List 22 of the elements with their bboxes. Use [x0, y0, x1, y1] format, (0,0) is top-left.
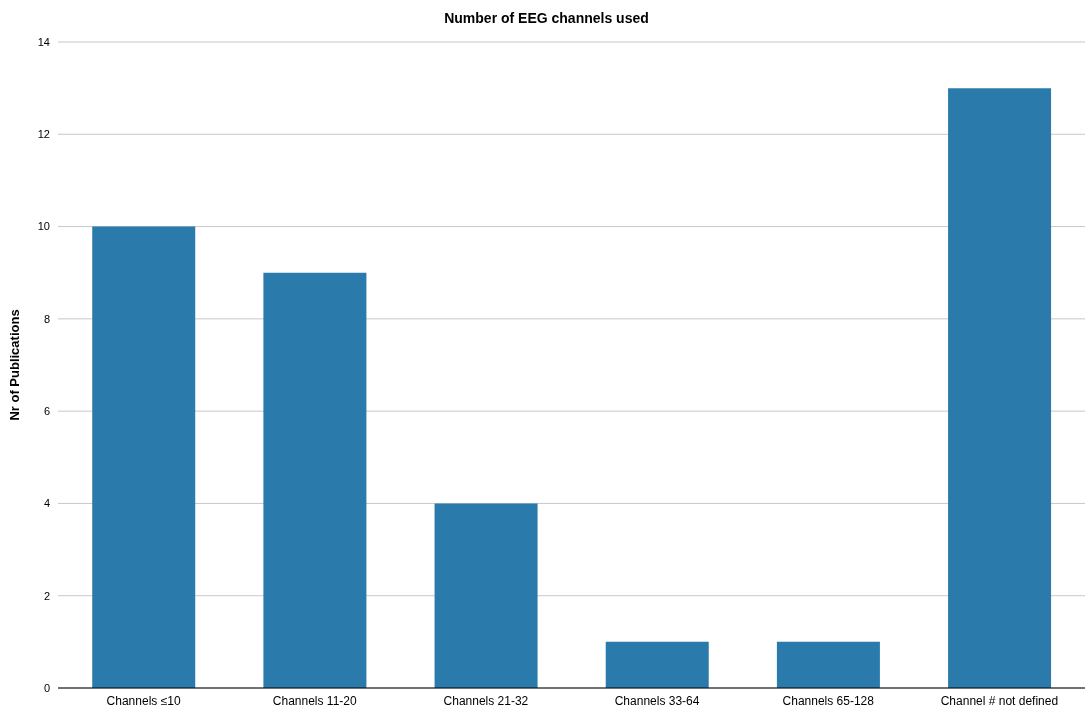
- x-tick-label: Channel # not defined: [940, 693, 1059, 708]
- bar: [776, 641, 880, 688]
- y-tick-label: 0: [43, 681, 50, 694]
- x-tick-label: Channels 11-20: [272, 693, 357, 708]
- y-tick-label: 8: [43, 312, 50, 325]
- bar: [948, 88, 1052, 688]
- bar: [605, 641, 709, 688]
- chart-title: Number of EEG channels used: [443, 10, 650, 26]
- y-tick-label: 2: [43, 589, 50, 602]
- y-tick-label: 12: [37, 128, 50, 141]
- x-tick-label: Channels ≤10: [106, 693, 181, 708]
- bar: [92, 226, 196, 688]
- y-tick-label: 4: [43, 497, 50, 510]
- bar: [434, 503, 538, 688]
- bar: [263, 272, 367, 688]
- y-tick-label: 10: [37, 220, 50, 233]
- y-tick-label: 14: [37, 35, 50, 48]
- x-tick-label: Channels 21-32: [443, 693, 529, 708]
- x-tick-label: Channels 33-64: [614, 693, 700, 708]
- y-axis-title: Nr of Publications: [6, 309, 22, 421]
- y-tick-label: 6: [43, 405, 50, 418]
- x-tick-label: Channels 65-128: [782, 693, 875, 708]
